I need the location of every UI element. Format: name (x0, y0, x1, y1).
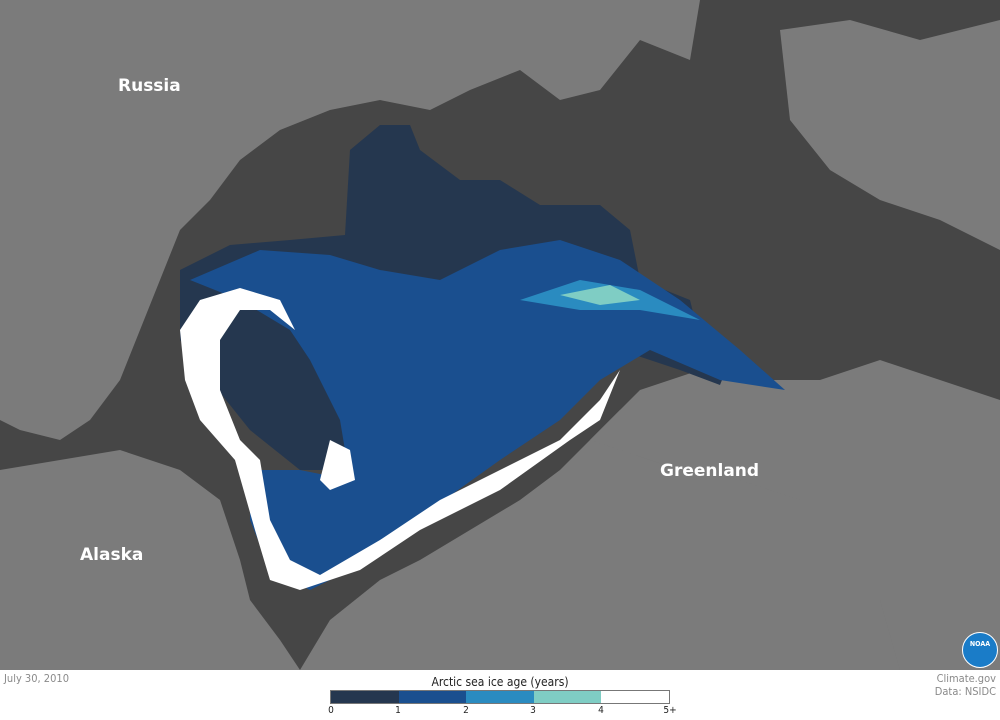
noaa-logo-text: NOAA (969, 640, 991, 648)
credit: Climate.gov Data: NSIDC (935, 672, 996, 698)
legend-swatch-3-4 (533, 691, 602, 703)
legend-swatch-1-2 (398, 691, 467, 703)
legend-tick: 0 (328, 705, 334, 716)
legend-swatch-4-5 (601, 691, 669, 703)
ice-age-5plus (180, 288, 620, 590)
legend-title: Arctic sea ice age (years) (431, 675, 569, 689)
ice-age-1-2 (190, 240, 785, 590)
label-greenland: Greenland (660, 461, 760, 481)
noaa-logo: NOAA (962, 632, 998, 668)
ice-age-5plus-inner (320, 440, 355, 490)
credit-data: Data: NSIDC (934, 685, 996, 698)
legend-tick: 2 (463, 705, 469, 716)
sea-ice-map (0, 0, 1000, 670)
legend-swatch-0-1 (331, 691, 399, 703)
land-alaska (0, 450, 300, 670)
legend-tick: 4 (598, 705, 604, 716)
credit-source: Climate.gov (936, 672, 996, 685)
legend-tick: 5+ (663, 705, 677, 716)
ice-age-3-4 (560, 285, 640, 305)
map-date: July 30, 2010 (4, 672, 69, 685)
legend-tick: 3 (530, 705, 536, 716)
legend-color-bar (330, 690, 670, 704)
land-greenland (590, 360, 1000, 670)
land-svalbard-region (780, 20, 1000, 250)
legend-tick: 1 (395, 705, 401, 716)
land-russia (0, 0, 700, 440)
legend-swatch-2-3 (466, 691, 534, 703)
label-alaska: Alaska (80, 545, 144, 565)
label-russia: Russia (118, 76, 181, 96)
